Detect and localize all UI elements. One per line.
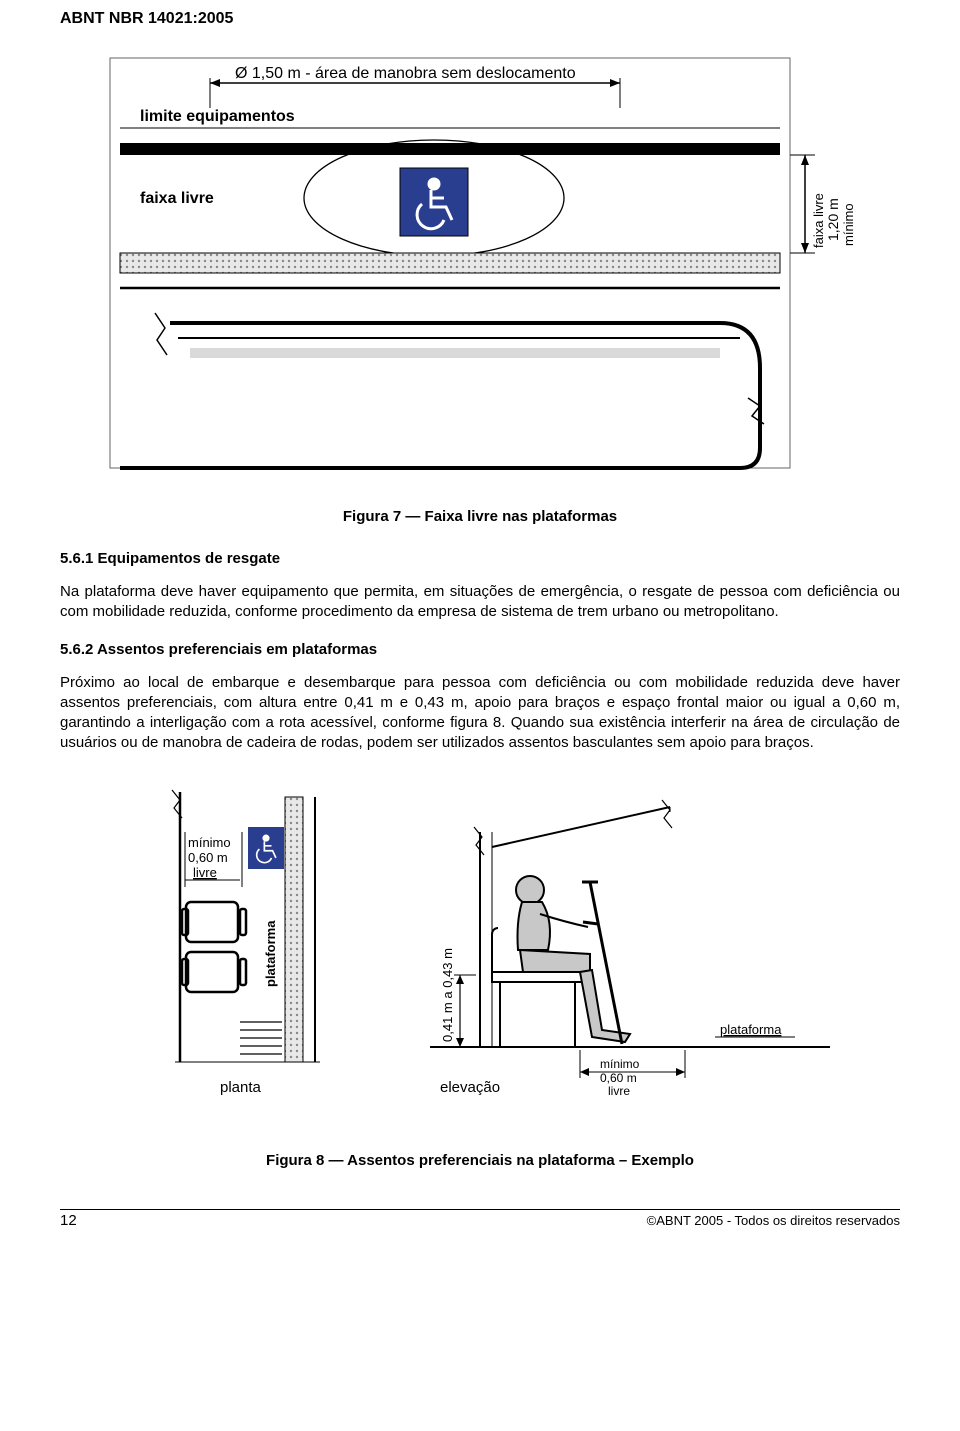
para-561: Na plataforma deve haver equipamento que… — [60, 582, 900, 623]
fig8-dim-v: 0,41 m a 0,43 m — [440, 948, 455, 1042]
figure7-svg: Ø 1,50 m - área de manobra sem deslocame… — [100, 48, 860, 478]
heading-562: 5.6.2 Assentos preferenciais em platafor… — [60, 641, 900, 658]
fig7-right-dim: faixa livre 1,20 m mínimo — [790, 155, 856, 253]
page-footer: 12 ©ABNT 2005 - Todos os direitos reserv… — [60, 1209, 900, 1229]
fig8-plataforma-v: plataforma — [263, 919, 278, 986]
figure8-caption: Figura 8 — Assentos preferenciais na pla… — [60, 1152, 900, 1169]
fig8-plataforma-h: plataforma — [720, 1022, 782, 1037]
fig8-elevacao-label: elevação — [440, 1079, 500, 1096]
doc-header: ABNT NBR 14021:2005 — [60, 10, 900, 28]
para-562: Próximo ao local de embarque e desembarq… — [60, 673, 900, 754]
copyright: ©ABNT 2005 - Todos os direitos reservado… — [647, 1213, 900, 1228]
fig7-dim-top: Ø 1,50 m - área de manobra sem deslocame… — [235, 65, 576, 82]
fig7-traincar — [120, 313, 764, 468]
fig7-faixa-label: faixa livre — [140, 190, 214, 207]
fig8-min-l2: 0,60 m — [188, 850, 228, 865]
fig7-dim-min: mínimo — [841, 203, 856, 246]
fig8-planta: mínimo 0,60 m livre plataforma — [172, 790, 320, 1096]
fig8-min-b1: mínimo — [600, 1057, 640, 1071]
fig8-min-b3: livre — [608, 1084, 630, 1098]
fig7-dim-120: 1,20 m — [825, 198, 841, 241]
fig8-person — [516, 876, 630, 1044]
figure-8: mínimo 0,60 m livre plataforma — [60, 772, 900, 1122]
page-number: 12 — [60, 1212, 77, 1229]
heading-561: 5.6.1 Equipamentos de resgate — [60, 550, 900, 567]
fig8-planta-label: planta — [220, 1079, 262, 1096]
fig8-elevacao: 0,41 m a 0,43 m — [430, 800, 830, 1098]
fig8-min-l1: mínimo — [188, 835, 231, 850]
figure-7: Ø 1,50 m - área de manobra sem deslocame… — [60, 48, 900, 478]
fig7-limite-label: limite equipamentos — [140, 108, 295, 125]
wheelchair-sign — [400, 168, 468, 236]
figure7-caption: Figura 7 — Faixa livre nas plataformas — [60, 508, 900, 525]
fig7-faixa-right: faixa livre — [811, 193, 826, 248]
figure8-svg: mínimo 0,60 m livre plataforma — [120, 772, 840, 1122]
fig8-min-b2: 0,60 m — [600, 1071, 637, 1085]
fig8-min-l3: livre — [193, 865, 217, 880]
